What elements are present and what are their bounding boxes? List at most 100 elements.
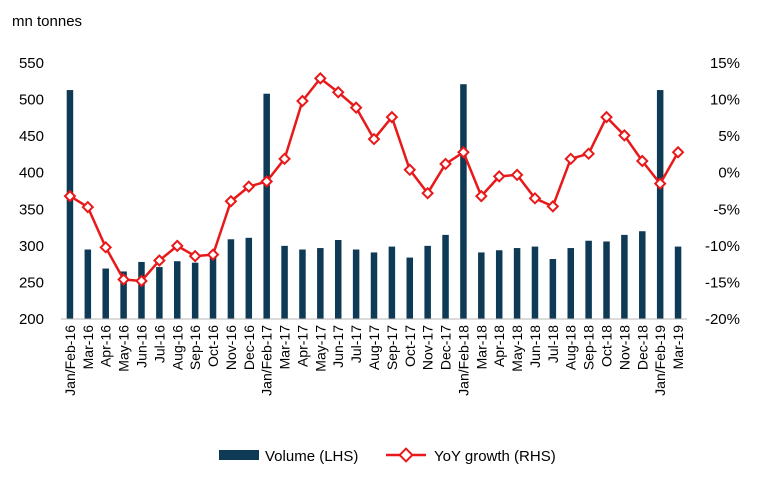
yoy-growth-marker [170,239,184,253]
volume-bar [406,257,414,319]
left-tick-label: 550 [19,55,44,72]
yoy-growth-marker [457,145,470,159]
yoy-growth-marker [260,175,274,188]
volume-bar [478,252,485,319]
x-tick-label: Sep-16 [187,325,203,370]
volume-bar [138,261,145,319]
x-tick-label: Mar-18 [473,325,489,370]
volume-bar [263,93,270,319]
yoy-growth-marker [224,194,238,208]
volume-bar [495,250,503,319]
left-tick-label: 300 [19,238,44,255]
volume-bar [352,249,360,319]
yoy-growth-marker [618,129,631,142]
left-tick-label: 450 [19,128,44,145]
yoy-growth-marker [474,189,488,203]
volume-bar [245,237,253,319]
x-tick-label: Jul-16 [151,325,167,363]
yoy-growth-marker [564,152,578,166]
yoy-growth-marker [600,110,613,124]
volume-bar [191,262,199,319]
x-tick-label: May-17 [312,325,328,372]
x-tick-label: Dec-18 [634,325,650,370]
volume-bar [388,246,396,319]
volume-bar [513,248,521,319]
volume-bar [639,231,646,319]
x-tick-label: Oct-18 [599,325,615,367]
right-tick-label: -15% [705,274,740,291]
left-tick-label: 500 [19,92,44,109]
x-tick-label: Apr-16 [98,325,114,367]
x-tick-label: Jun-16 [133,325,149,368]
legend-swatch-volume [219,450,259,460]
yoy-growth-marker [528,191,542,205]
x-tick-label: Sep-18 [581,325,597,370]
x-tick-label: Jan/Feb-19 [652,325,668,396]
volume-bar [174,261,181,319]
volume-bar [334,240,342,319]
legend-label-volume: Volume (LHS) [265,448,358,465]
left-tick-label: 350 [19,201,44,218]
volume-bar [120,271,127,319]
volume-bar [66,90,74,319]
x-tick-label: May-18 [509,325,525,372]
x-tick-label: Dec-17 [438,325,454,370]
x-tick-label: Oct-16 [205,325,221,367]
x-tick-label: Sep-17 [384,325,400,370]
yoy-growth-marker [117,273,130,286]
volume-bar [460,84,467,319]
volume-bar [531,246,539,319]
volume-bar [299,249,306,319]
x-tick-label: Mar-19 [670,325,686,370]
yoy-growth-marker [278,152,291,166]
volume-bar [674,246,682,319]
right-tick-label: 10% [710,92,740,109]
left-axis-ticks: 200 250 300 350 400 450 500 550 [19,55,44,328]
left-axis-unit-label: mn tonnes [12,13,82,30]
yoy-growth-marker [582,147,595,161]
yoy-growth-marker [653,177,667,191]
volume-bar [209,257,217,319]
legend: Volume (LHS) YoY growth (RHS) [219,447,556,465]
legend-swatch-yoy-marker [398,447,414,463]
x-tick-label: Aug-17 [366,325,382,370]
yoy-growth-marker [546,199,560,213]
volume-bar [281,245,288,319]
yoy-growth-marker [635,154,649,168]
x-tick-label: Mar-17 [277,325,293,370]
legend-label-yoy: YoY growth (RHS) [434,448,556,465]
yoy-growth-marker [439,157,452,171]
right-tick-label: -5% [713,201,740,218]
x-tick-label: Jan/Feb-18 [455,325,471,396]
volume-bar [603,241,610,319]
yoy-growth-marker [403,163,417,177]
yoy-growth-marker [385,110,399,124]
x-tick-label: Oct-17 [402,325,418,367]
x-tick-label: Apr-17 [294,325,310,367]
yoy-growth-marker [242,180,256,193]
right-tick-label: -20% [705,311,740,328]
right-tick-label: 5% [718,128,740,145]
x-tick-label: Jan/Feb-16 [62,325,78,396]
volume-bar [317,248,324,319]
x-tick-label: Nov-16 [223,325,239,370]
right-axis-ticks: -20% -15% -10% -5% 0% 5% 10% 15% [705,55,740,328]
left-tick-label: 400 [19,165,44,182]
yoy-growth-marker [331,85,345,99]
x-tick-label: Nov-17 [420,325,436,370]
x-tick-label: Aug-18 [563,325,579,370]
yoy-growth-marker [99,240,113,254]
yoy-growth-marker [492,170,506,183]
yoy-growth-marker [63,189,77,203]
x-tick-label: Jun-17 [330,325,346,368]
yoy-growth-marker [671,145,685,159]
left-tick-label: 200 [19,311,44,328]
left-tick-label: 250 [19,274,44,291]
x-tick-label: Aug-16 [169,325,185,370]
volume-bar [370,252,378,319]
x-tick-label: Jul-17 [348,325,364,363]
yoy-growth-marker [510,168,524,182]
x-tick-label: Jun-18 [527,325,543,368]
volume-bar [84,249,92,319]
